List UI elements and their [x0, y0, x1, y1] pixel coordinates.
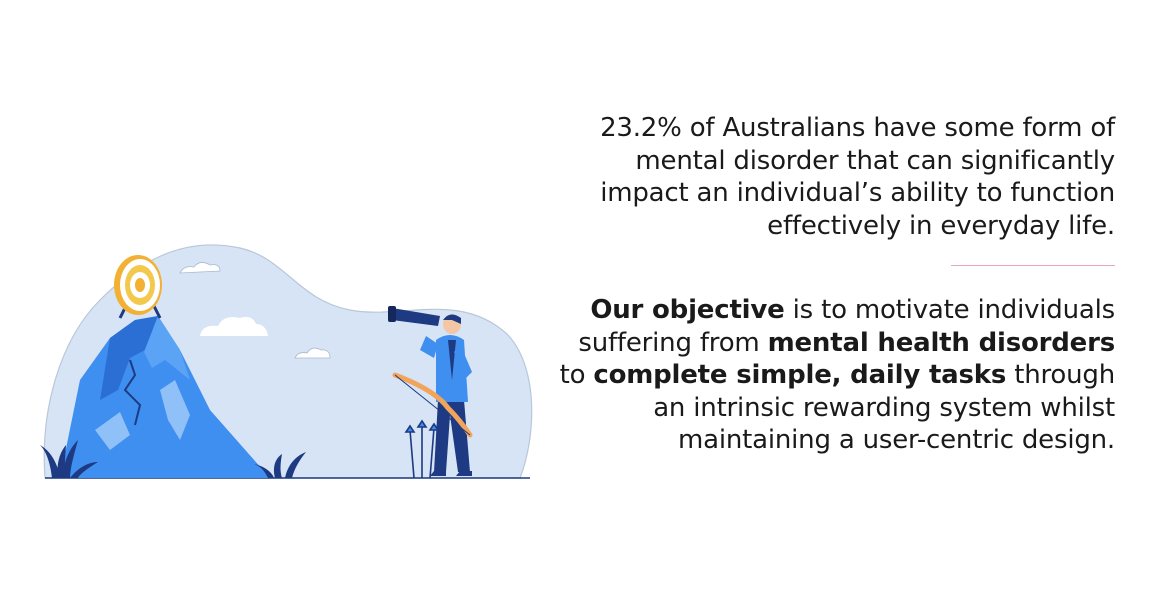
arrows-icon	[404, 419, 440, 479]
goal-illustration	[40, 244, 533, 479]
plant-icon	[40, 440, 98, 478]
plant-icon	[254, 452, 306, 478]
archery-target-icon	[114, 255, 162, 319]
cloud-icon	[179, 262, 221, 274]
bow-icon	[392, 372, 473, 438]
objective-lead: Our objective	[590, 295, 785, 325]
divider	[951, 265, 1115, 266]
objective-text-1: is to motivate individuals suffering fro…	[578, 295, 1115, 358]
cloud-icon	[200, 316, 268, 336]
text-block: 23.2% of Australians have some form of m…	[555, 112, 1116, 457]
statistic-text: 23.2% of Australians have some form of m…	[600, 113, 1115, 241]
objective-emphasis-tasks: complete simple, daily tasks	[593, 360, 1007, 390]
statistic-paragraph: 23.2% of Australians have some form of m…	[555, 112, 1115, 242]
objective-text-3: through an intrinsic rewarding system wh…	[653, 360, 1115, 455]
cloud-icon	[294, 347, 331, 359]
objective-text: Our objective is to motivate individuals…	[555, 294, 1116, 457]
person-with-telescope-icon	[388, 306, 472, 476]
objective-text-2: to	[559, 360, 594, 390]
objective-paragraph: Our objective is to motivate individuals…	[555, 294, 1116, 457]
mountain-icon	[60, 316, 270, 478]
objective-emphasis-disorders: mental health disorders	[767, 327, 1116, 358]
